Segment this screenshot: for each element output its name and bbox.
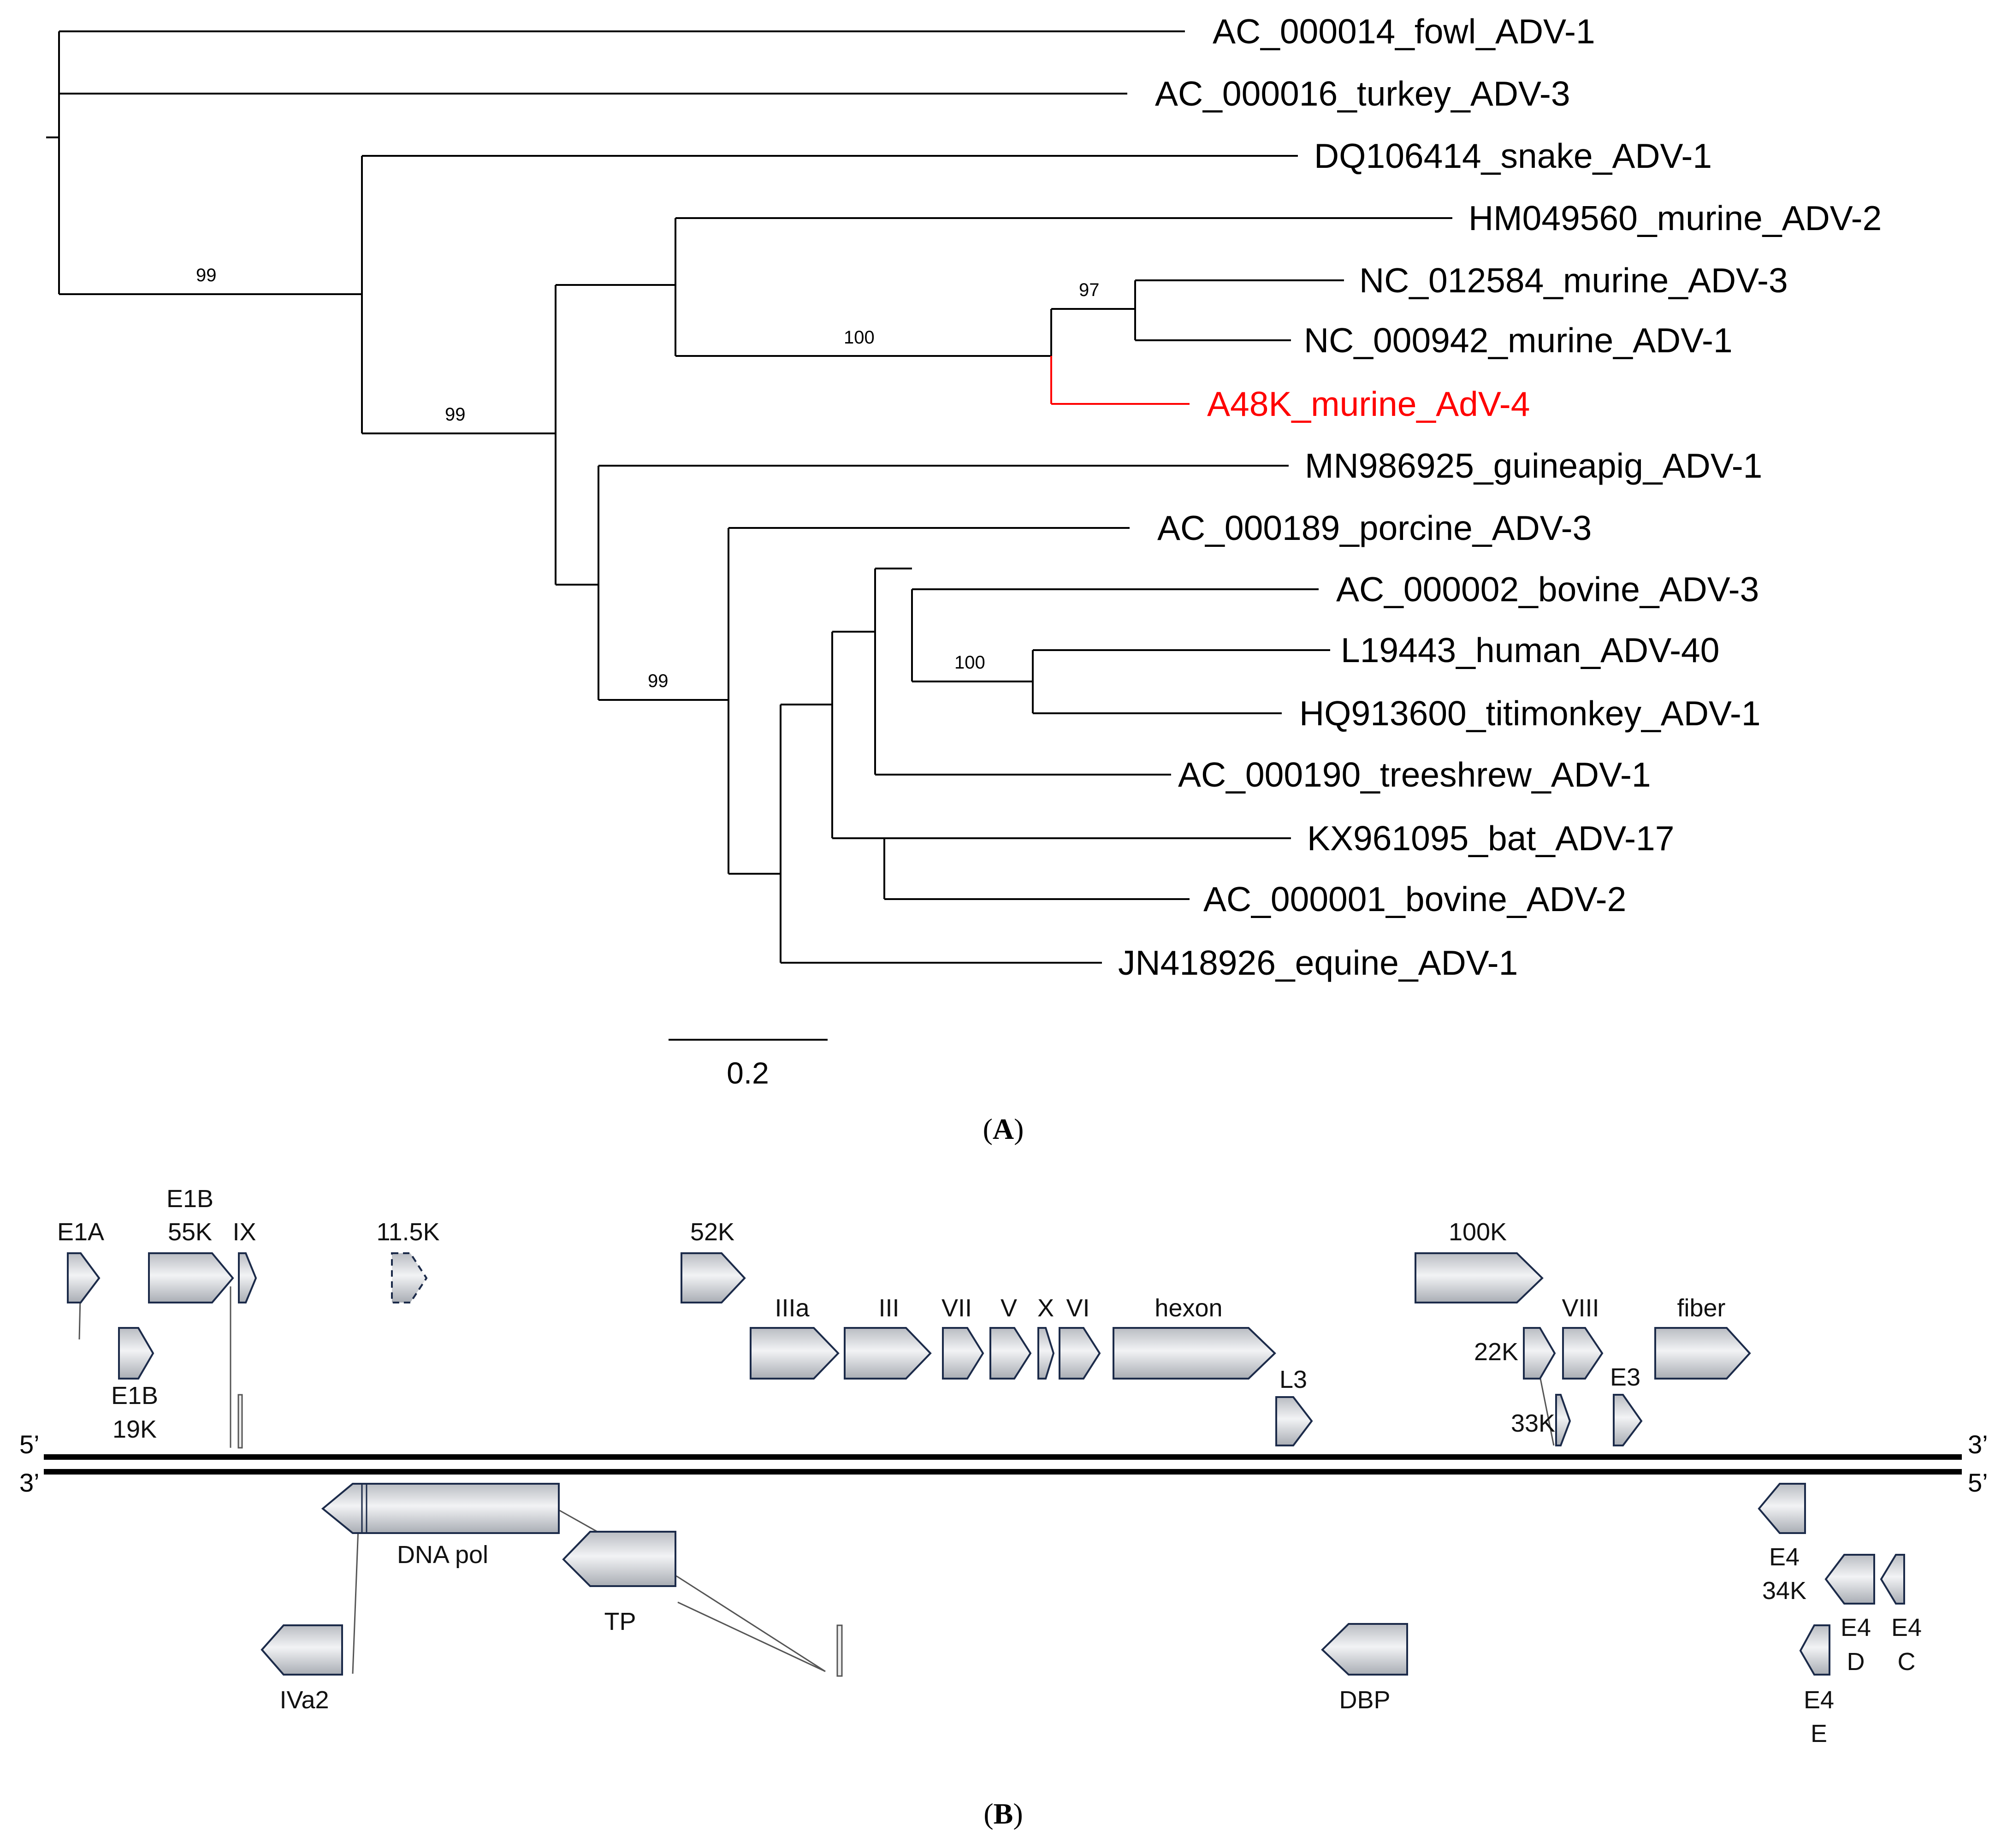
gene-label: DBP — [1339, 1686, 1390, 1714]
gene-e1b-19k — [118, 1327, 154, 1380]
bootstrap-value: 97 — [1079, 280, 1100, 300]
gene-label: E3 — [1610, 1363, 1640, 1391]
gene-label: 22K — [1474, 1338, 1518, 1366]
gene-e3 — [1613, 1394, 1643, 1446]
splice-exon — [237, 1394, 243, 1449]
gene-label: E4 — [1841, 1614, 1871, 1641]
gene-vi — [1059, 1327, 1101, 1380]
gene-fiber — [1654, 1327, 1751, 1380]
gene-x — [1037, 1327, 1055, 1380]
gene-dna-pol — [321, 1483, 560, 1534]
gene-label: 11.5K — [376, 1218, 439, 1246]
gene-e4-e — [1799, 1624, 1830, 1676]
taxon-label: KX961095_bat_ADV-17 — [1307, 819, 1674, 858]
gene-label: IX — [232, 1218, 256, 1246]
gene-label: IIIa — [775, 1294, 810, 1322]
taxon-label-highlighted: A48K_murine_AdV-4 — [1207, 385, 1530, 423]
gene-label: fiber — [1677, 1294, 1725, 1322]
gene-label: IVa2 — [279, 1686, 329, 1714]
gene-label: DNA pol — [397, 1541, 488, 1569]
gene-label: E1B — [166, 1185, 213, 1213]
scale-bar-label: 0.2 — [727, 1056, 769, 1090]
gene-label: 19K — [112, 1416, 157, 1443]
taxon-label: AC_000189_porcine_ADV-3 — [1157, 509, 1592, 547]
taxon-label: HQ913600_titimonkey_ADV-1 — [1299, 694, 1761, 733]
bootstrap-value: 100 — [844, 327, 875, 348]
gene-iii — [844, 1327, 932, 1380]
gene-label: 100K — [1449, 1218, 1507, 1246]
gene-label: 55K — [168, 1218, 212, 1246]
bootstrap-value: 99 — [196, 265, 217, 285]
gene-label: VI — [1066, 1294, 1089, 1322]
splice-line — [677, 1601, 826, 1672]
gene-dbp — [1321, 1623, 1408, 1676]
gene-hexon — [1113, 1327, 1276, 1380]
gene-l3 — [1275, 1396, 1313, 1446]
gene-label: III — [878, 1294, 899, 1322]
gene-label: L3 — [1279, 1366, 1307, 1393]
taxon-label: AC_000016_turkey_ADV-3 — [1155, 74, 1570, 113]
strand-end-label: 5’ — [1968, 1468, 1988, 1497]
gene-label: E1B — [111, 1382, 158, 1410]
strand-end-label: 3’ — [19, 1468, 40, 1497]
gene-v — [989, 1327, 1032, 1380]
gene-label: E4 — [1804, 1686, 1834, 1714]
gene-label: VIII — [1562, 1294, 1599, 1322]
phylogenetic-tree: AC_000014_fowl_ADV-1 AC_000016_turkey_AD… — [46, 12, 1882, 1145]
gene-52k — [681, 1252, 746, 1303]
gene-label: VII — [941, 1294, 972, 1322]
genome-map: 5’ 3’ 3’ 5’ — [19, 1185, 1988, 1830]
gene-ix — [238, 1252, 257, 1303]
taxon-label: NC_012584_murine_ADV-3 — [1359, 261, 1788, 300]
strand-end-label: 3’ — [1968, 1430, 1988, 1459]
gene-label: 34K — [1762, 1577, 1806, 1605]
gene-22k — [1523, 1327, 1556, 1380]
taxon-label: AC_000001_bovine_ADV-2 — [1203, 880, 1626, 918]
taxon-label: JN418926_equine_ADV-1 — [1118, 943, 1518, 982]
gene-33k — [1555, 1394, 1571, 1446]
taxon-label: L19443_human_ADV-40 — [1341, 631, 1719, 669]
taxon-label: DQ106414_snake_ADV-1 — [1314, 136, 1712, 175]
gene-label: E — [1811, 1720, 1827, 1747]
taxon-label: AC_000014_fowl_ADV-1 — [1213, 12, 1595, 51]
bootstrap-value: 99 — [445, 404, 466, 425]
taxon-label: NC_000942_murine_ADV-1 — [1304, 321, 1733, 360]
bootstrap-value: 100 — [954, 652, 985, 673]
strand-end-label: 5’ — [19, 1430, 40, 1459]
taxon-label: MN986925_guineapig_ADV-1 — [1305, 446, 1762, 485]
gene-label: E4 — [1891, 1614, 1922, 1641]
gene-label: hexon — [1154, 1294, 1222, 1322]
taxon-label: AC_000002_bovine_ADV-3 — [1336, 570, 1759, 609]
gene-label: 52K — [690, 1218, 734, 1246]
panel-label-b: (B) — [983, 1797, 1023, 1830]
gene-label: 33K — [1511, 1410, 1555, 1437]
gene-e4-d — [1824, 1554, 1875, 1605]
gene-100k — [1415, 1252, 1544, 1303]
splice-exon — [836, 1624, 843, 1677]
gene-label: E1A — [57, 1218, 104, 1246]
gene-e1b-55k — [148, 1252, 234, 1303]
gene-label: C — [1898, 1648, 1916, 1676]
bootstrap-value: 99 — [648, 671, 669, 691]
gene-vii — [942, 1327, 984, 1380]
gene-e4-34k — [1758, 1483, 1806, 1534]
gene-viii — [1562, 1327, 1604, 1380]
gene-e4-c — [1880, 1554, 1905, 1605]
panel-label-a-letter: A — [993, 1113, 1014, 1145]
gene-11-5k — [391, 1252, 428, 1303]
panel-label-b-letter: B — [994, 1797, 1013, 1830]
gene-label: D — [1847, 1648, 1865, 1676]
gene-iiia — [750, 1327, 840, 1380]
gene-label: X — [1037, 1294, 1054, 1322]
taxon-label: AC_000190_treeshrew_ADV-1 — [1178, 755, 1651, 794]
gene-label: V — [1001, 1294, 1017, 1322]
panel-label-a: (A) — [983, 1113, 1024, 1145]
gene-e1a — [67, 1252, 101, 1303]
taxon-label: HM049560_murine_ADV-2 — [1468, 199, 1882, 237]
gene-tp — [562, 1531, 676, 1587]
gene-label: E4 — [1769, 1543, 1800, 1571]
gene-iva2 — [260, 1624, 343, 1676]
gene-label: TP — [604, 1608, 636, 1635]
